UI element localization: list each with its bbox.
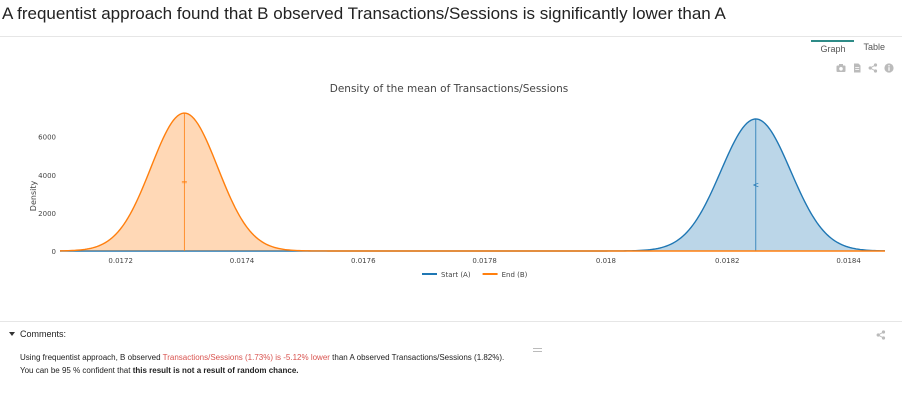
camera-icon[interactable]	[836, 63, 846, 73]
y-tick-label: 0	[52, 248, 56, 256]
chart-title: Density of the mean of Transactions/Sess…	[330, 83, 568, 95]
x-tick-label: 0.0182	[715, 257, 740, 265]
x-tick-label: 0.0178	[472, 257, 497, 265]
density-chart: Density of the mean of Transactions/Sess…	[29, 83, 886, 279]
comments-divider	[0, 321, 902, 322]
legend-label[interactable]: End (B)	[502, 271, 528, 279]
series-layer: <=	[59, 112, 886, 252]
comment-highlight: Transactions/Sessions (1.73%) is -5.12% …	[162, 353, 330, 362]
comments-title: Comments:	[20, 329, 67, 339]
y-axis-label: Density	[29, 181, 38, 212]
y-tick-label: 2000	[38, 210, 56, 218]
x-tick-label: 0.0184	[836, 257, 861, 265]
drag-handle-icon[interactable]	[533, 348, 542, 354]
y-tick-label: 4000	[38, 172, 56, 180]
comment-line-2: You can be 95 % confident that this resu…	[20, 366, 299, 375]
density-area-b	[60, 113, 885, 251]
comment-bold: this result is not a result of random ch…	[132, 366, 299, 375]
comment-text: than A observed Transactions/Sessions (1…	[329, 353, 505, 362]
page-title: A frequentist approach found that B obse…	[2, 4, 726, 23]
document-icon[interactable]	[852, 63, 862, 73]
info-icon[interactable]	[884, 63, 894, 73]
caret-down-icon	[9, 332, 15, 336]
legend: Start (A) End (B)	[422, 271, 528, 279]
y-ticks: 0 2000 4000 6000	[38, 134, 56, 256]
density-area-a	[60, 118, 885, 251]
share-icon[interactable]	[876, 330, 886, 340]
comment-line-1: Using frequentist approach, B observed T…	[20, 353, 504, 362]
x-tick-label: 0.0172	[108, 257, 133, 265]
comment-text: Using frequentist approach, B observed	[20, 353, 163, 362]
comment-text: You can be 95 % confident that	[20, 366, 133, 375]
legend-label[interactable]: Start (A)	[441, 271, 471, 279]
x-tick-label: 0.018	[596, 257, 616, 265]
comments-toggle[interactable]: Comments:	[9, 329, 66, 339]
chart-toolbar	[836, 63, 894, 73]
view-tabs: Graph Table	[811, 40, 894, 54]
share-icon[interactable]	[868, 63, 878, 73]
mean-marker: =	[181, 178, 188, 187]
tab-table[interactable]: Table	[863, 42, 885, 52]
x-tick-label: 0.0174	[230, 257, 255, 265]
mean-marker: <	[752, 180, 759, 189]
header-divider	[0, 36, 902, 37]
tab-graph[interactable]: Graph	[811, 40, 855, 54]
y-tick-label: 6000	[38, 134, 56, 142]
x-ticks: 0.0172 0.0174 0.0176 0.0178 0.018 0.0182 0.018…	[108, 257, 861, 265]
x-tick-label: 0.0176	[351, 257, 376, 265]
density-line-b	[59, 112, 885, 252]
